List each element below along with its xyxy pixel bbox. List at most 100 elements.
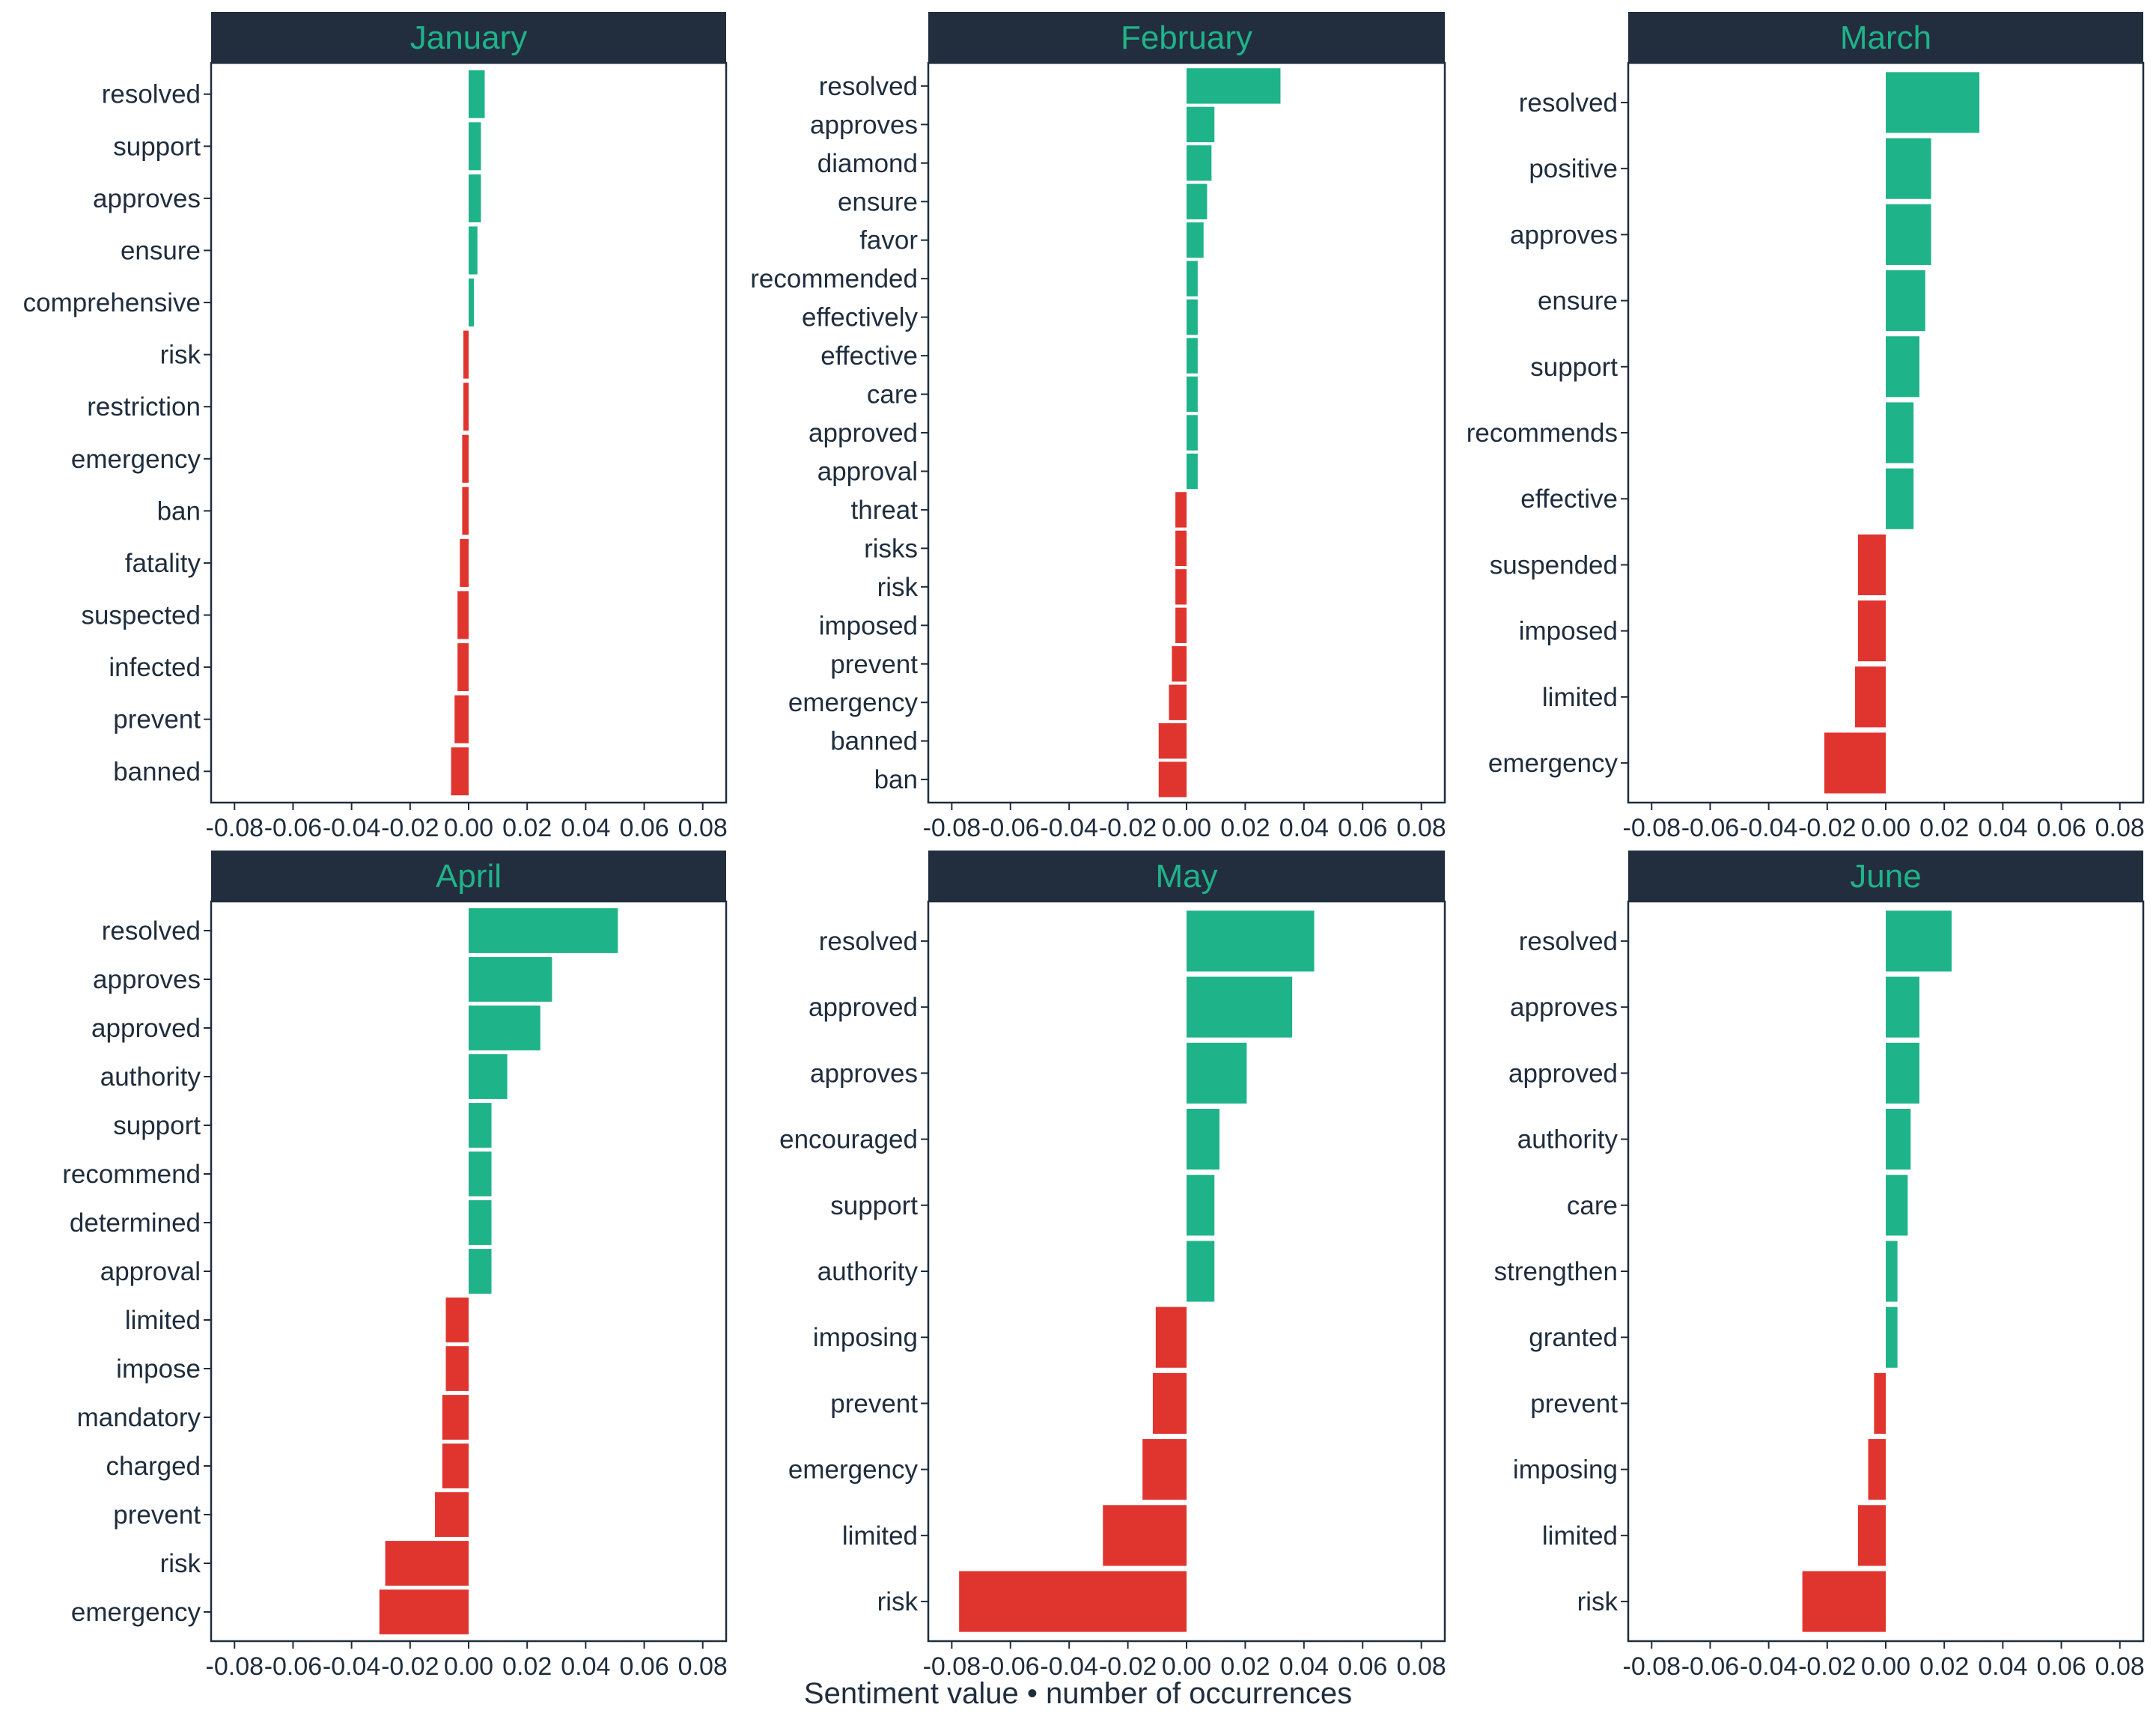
x-tick-label: 0.00 [1861,1652,1910,1681]
bar [1187,299,1198,335]
bar [442,1395,469,1440]
x-tick-label: 0.02 [1220,814,1270,842]
x-tick-label: 0.06 [1338,814,1387,842]
panel-strip [1628,851,2143,901]
x-tick-label: 0.06 [619,814,669,842]
x-tick-label: -0.04 [1040,814,1098,842]
x-tick-label: 0.00 [1162,814,1211,842]
x-axis-label: Sentiment value • number of occurrences [803,1677,1353,1710]
x-tick-label: -0.04 [1040,1652,1098,1681]
bar [469,226,478,275]
bar [1187,1108,1219,1170]
x-tick-label: 0.02 [502,1652,552,1681]
y-tick-label: approved [808,993,918,1022]
y-tick-label: suspected [81,601,201,630]
x-tick-label: 0.02 [1919,1652,1969,1681]
panel-title: May [1155,858,1217,895]
y-tick-label: risk [1577,1587,1618,1616]
bar [445,1297,469,1342]
y-tick-label: restriction [87,392,201,422]
panel-title: March [1840,19,1931,56]
y-tick-label: approves [1510,220,1618,249]
bar [457,643,469,692]
bar [462,487,469,535]
y-tick-label: prevent [830,650,918,679]
bar [1175,492,1187,528]
y-tick-label: support [1530,353,1618,382]
y-tick-label: approves [810,1059,918,1088]
x-tick-label: 0.00 [1861,814,1910,842]
bar [1175,530,1187,567]
x-tick-label: 0.04 [1279,1652,1329,1681]
y-tick-label: prevent [1530,1389,1618,1418]
bar [435,1492,469,1537]
y-tick-label: prevent [113,1500,201,1530]
bar [1886,1241,1898,1302]
bar [1824,732,1886,794]
bar [1187,106,1215,143]
y-tick-label: support [113,132,201,161]
y-tick-label: effective [1520,484,1618,514]
x-tick-label: 0.04 [1978,814,2027,842]
bar [1187,1241,1215,1302]
bar [469,1151,492,1196]
y-tick-label: support [113,1111,201,1140]
y-tick-label: prevent [830,1389,918,1418]
bar [1854,666,1886,728]
y-tick-label: effectively [802,303,918,332]
bar [1868,1439,1886,1500]
bar [1886,1306,1898,1368]
bar [1187,376,1198,413]
y-tick-label: resolved [1519,927,1618,956]
bar [1187,415,1198,451]
y-tick-label: limited [1542,1521,1618,1551]
x-tick-label: 0.08 [678,1652,728,1681]
bar [1169,684,1187,720]
bar [469,957,552,1002]
y-tick-label: authority [817,1257,919,1286]
bar [1175,607,1187,643]
x-tick-label: -0.02 [381,1652,439,1681]
y-tick-label: approved [808,419,918,448]
y-tick-label: ensure [838,187,918,216]
bar [1187,261,1198,296]
x-tick-label: 0.06 [619,1652,669,1681]
x-tick-label: -0.06 [1681,1652,1740,1681]
bar [1158,761,1187,797]
bar [1886,468,1914,529]
bar [385,1541,469,1586]
y-tick-label: determined [70,1208,201,1238]
panel-strip [928,12,1445,63]
bar [1886,336,1919,398]
bar [1886,1108,1911,1170]
bar [462,434,469,483]
y-tick-label: imposing [1513,1455,1618,1485]
bar [442,1443,469,1488]
x-tick-label: -0.02 [1798,1652,1857,1681]
y-tick-label: ensure [1538,287,1618,316]
x-tick-label: -0.04 [323,814,381,842]
bar [469,70,485,118]
bar [469,1006,540,1050]
bar [457,591,469,639]
y-tick-label: limited [1542,683,1618,712]
y-tick-label: recommended [750,264,918,293]
x-tick-label: -0.04 [1740,814,1798,842]
y-tick-label: emergency [788,1455,919,1485]
x-tick-label: -0.08 [206,1652,264,1681]
y-tick-label: suspended [1490,550,1618,579]
y-tick-label: risk [160,1549,201,1578]
x-tick-label: 0.08 [678,814,728,842]
bar [1886,72,1980,133]
bar [445,1346,469,1391]
x-tick-label: 0.08 [1397,1652,1446,1681]
panel-title: January [410,19,528,56]
y-tick-label: resolved [1519,88,1618,118]
panel-strip [928,851,1445,901]
x-tick-label: -0.02 [1099,1652,1157,1681]
x-tick-label: 0.02 [1919,814,1969,842]
bar [451,747,469,796]
bar [1172,646,1187,682]
y-tick-label: threat [851,496,919,525]
bar [469,908,618,953]
